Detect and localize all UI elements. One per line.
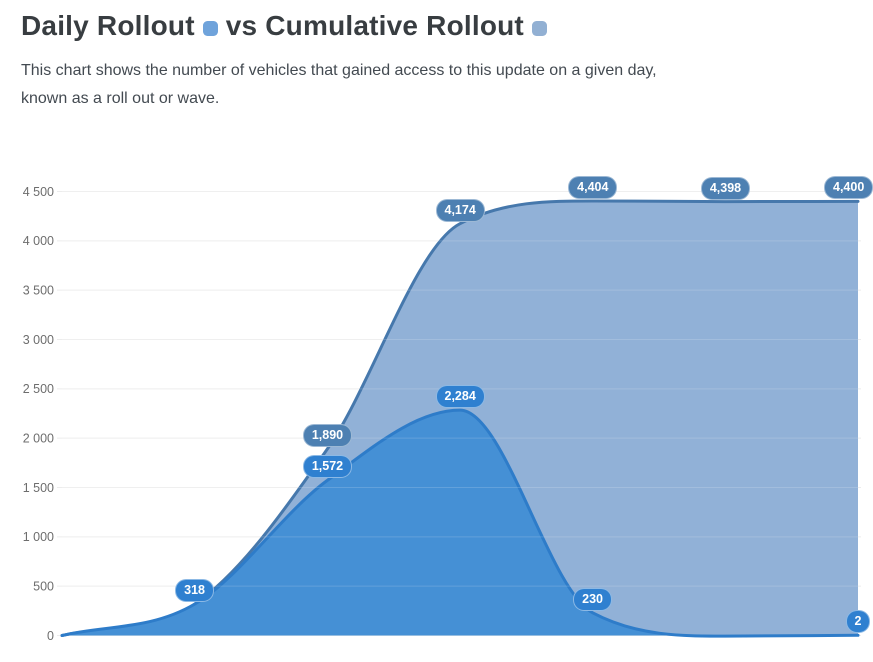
subtitle-line-2: known as a roll out or wave. — [21, 90, 220, 107]
y-axis-tick-label: 4 000 — [23, 234, 54, 248]
title-daily-label: Daily Rollout — [21, 10, 195, 41]
subtitle-line-1: This chart shows the number of vehicles … — [21, 62, 657, 79]
y-axis-tick-label: 500 — [33, 579, 54, 593]
y-axis-tick-label: 0 — [47, 629, 54, 643]
y-axis-tick-label: 3 000 — [23, 333, 54, 347]
title-cumulative-label: vs Cumulative Rollout — [225, 10, 524, 41]
daily-series-area — [62, 410, 858, 637]
y-axis-tick-label: 1 000 — [23, 530, 54, 544]
chart-header: Daily Rollout vs Cumulative Rollout This … — [21, 8, 863, 113]
chart-subtitle: This chart shows the number of vehicles … — [21, 57, 863, 113]
y-axis-tick-label: 2 000 — [23, 431, 54, 445]
y-axis-tick-label: 2 500 — [23, 382, 54, 396]
daily-legend-swatch-icon[interactable] — [202, 21, 218, 36]
cumulative-legend-swatch-icon[interactable] — [531, 21, 547, 36]
page-title: Daily Rollout vs Cumulative Rollout — [21, 8, 863, 44]
y-axis-tick-label: 1 500 — [23, 481, 54, 495]
y-axis-tick-label: 4 500 — [23, 185, 54, 199]
y-axis-tick-label: 3 500 — [23, 283, 54, 297]
